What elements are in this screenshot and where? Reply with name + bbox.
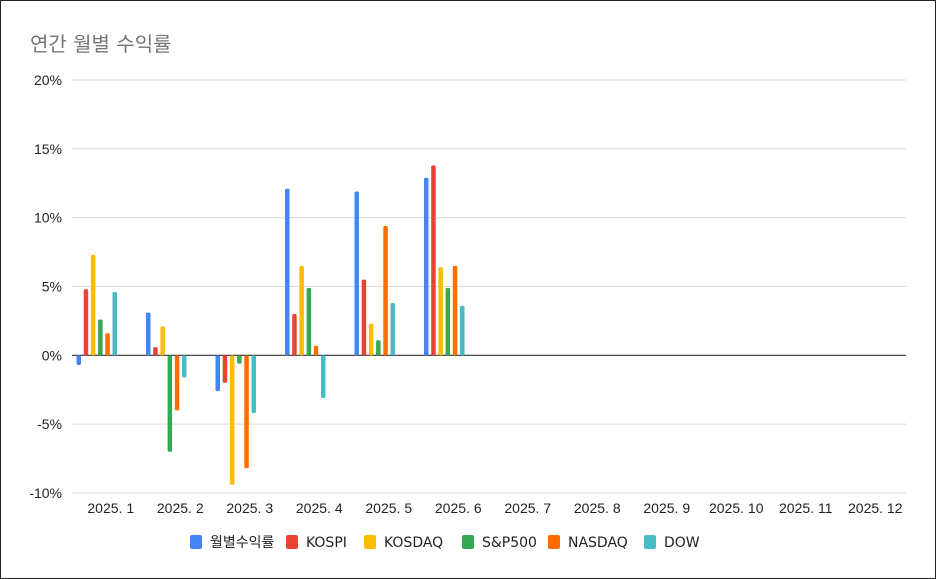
bar xyxy=(112,292,117,356)
bar xyxy=(390,303,395,356)
x-tick-label: 2025. 3 xyxy=(226,500,273,516)
bar xyxy=(424,177,429,356)
bar xyxy=(174,355,180,411)
bar xyxy=(222,355,228,383)
legend-label: S&P500 xyxy=(482,535,537,551)
legend-swatch xyxy=(548,535,560,549)
y-tick-label: -5% xyxy=(37,416,62,432)
bar xyxy=(306,287,312,356)
bar xyxy=(354,191,359,356)
bar xyxy=(313,345,319,356)
x-tick-label: 2025. 5 xyxy=(365,500,412,516)
x-tick-label: 2025. 7 xyxy=(504,500,551,516)
x-tick-label: 2025. 4 xyxy=(296,500,343,516)
legend-label: NASDAQ xyxy=(568,535,628,551)
x-tick-label: 2025. 12 xyxy=(848,500,903,516)
bar xyxy=(229,355,235,485)
bar xyxy=(83,289,89,356)
bars xyxy=(76,165,465,485)
legend-label: DOW xyxy=(664,535,700,551)
legend-swatch xyxy=(644,535,656,549)
y-tick-label: 0% xyxy=(42,347,62,363)
bar xyxy=(431,165,436,356)
y-tick-label: 15% xyxy=(34,141,62,157)
bar xyxy=(146,312,151,356)
x-tick-label: 2025. 11 xyxy=(779,500,833,516)
x-tick-label: 2025. 2 xyxy=(157,500,204,516)
x-tick-label: 2025. 8 xyxy=(574,500,621,516)
y-axis-ticks: 20% 15% 10% 5% 0% -5% -10% xyxy=(29,72,62,501)
bar xyxy=(153,347,158,356)
legend-swatch xyxy=(364,535,376,549)
bar xyxy=(438,267,443,356)
x-tick-label: 2025. 10 xyxy=(709,500,764,516)
y-tick-label: 5% xyxy=(42,279,62,295)
bar xyxy=(285,188,290,356)
bar xyxy=(160,326,165,356)
y-tick-label: 20% xyxy=(34,72,62,88)
bar xyxy=(167,355,173,452)
legend: 월별수익률 KOSPI KOSDAQ S&P500 NASDAQ DOW xyxy=(190,535,700,551)
y-tick-label: 10% xyxy=(34,210,62,226)
legend-label: 월별수익률 xyxy=(210,535,275,551)
legend-swatch xyxy=(190,535,202,549)
bar xyxy=(460,305,465,356)
bar xyxy=(215,355,220,392)
bar xyxy=(90,254,96,356)
bar xyxy=(98,319,103,356)
bar xyxy=(368,323,374,356)
bar xyxy=(321,355,326,399)
chart-title: 연간 월별 수익률 xyxy=(30,32,172,56)
bar xyxy=(105,333,110,356)
bar xyxy=(361,279,367,356)
legend-swatch xyxy=(286,535,298,549)
y-tick-label: -10% xyxy=(29,485,62,501)
bar xyxy=(383,225,388,356)
bar xyxy=(299,265,304,356)
legend-swatch xyxy=(462,535,474,549)
x-axis-ticks: 2025. 1 2025. 2 2025. 3 2025. 4 2025. 5 2025.… xyxy=(87,500,902,516)
x-tick-label: 2025. 6 xyxy=(435,500,482,516)
bar xyxy=(445,287,451,356)
legend-label: KOSPI xyxy=(306,535,347,551)
bar xyxy=(182,355,187,378)
bar xyxy=(376,340,381,356)
legend-label: KOSDAQ xyxy=(384,535,443,551)
bar xyxy=(237,355,242,364)
bar xyxy=(244,355,249,469)
bar xyxy=(76,355,81,365)
bar xyxy=(452,265,458,356)
bar xyxy=(292,314,297,356)
gridlines xyxy=(72,79,906,494)
bar xyxy=(251,355,256,414)
x-tick-label: 2025. 1 xyxy=(87,500,134,516)
x-tick-label: 2025. 9 xyxy=(643,500,690,516)
